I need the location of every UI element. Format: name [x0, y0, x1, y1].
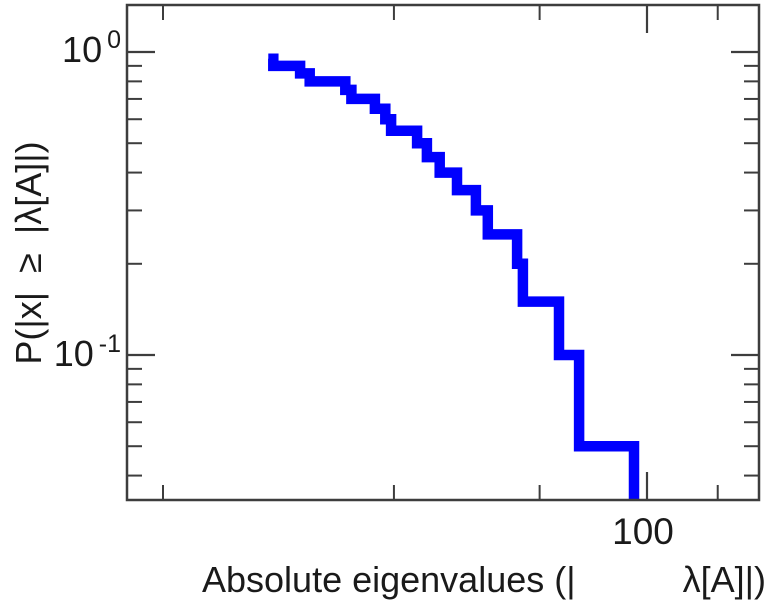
y-tick-label-0p1: 10 -1 [0, 330, 121, 378]
y-tick-1-exponent: 0 [107, 26, 121, 54]
y-axis-label: P(|x| ≥ |λ[A]|) [8, 141, 49, 365]
x-tick-label-100: 100 [612, 511, 674, 552]
x-axis-label-part2: λ[A]|) [682, 559, 766, 600]
y-tick-0p1-exponent: -1 [98, 330, 121, 358]
plot-frame [125, 3, 761, 502]
y-tick-label-1: 10 0 [0, 26, 121, 74]
y-tick-1-base: 10 [62, 29, 103, 70]
y-tick-0p1-base: 10 [53, 333, 94, 374]
ccdf-step-curve [268, 53, 640, 500]
x-axis-label: Absolute eigenvalues (| λ[A]|) [202, 560, 766, 600]
x-axis-label-part1: Absolute eigenvalues (| [202, 559, 576, 600]
